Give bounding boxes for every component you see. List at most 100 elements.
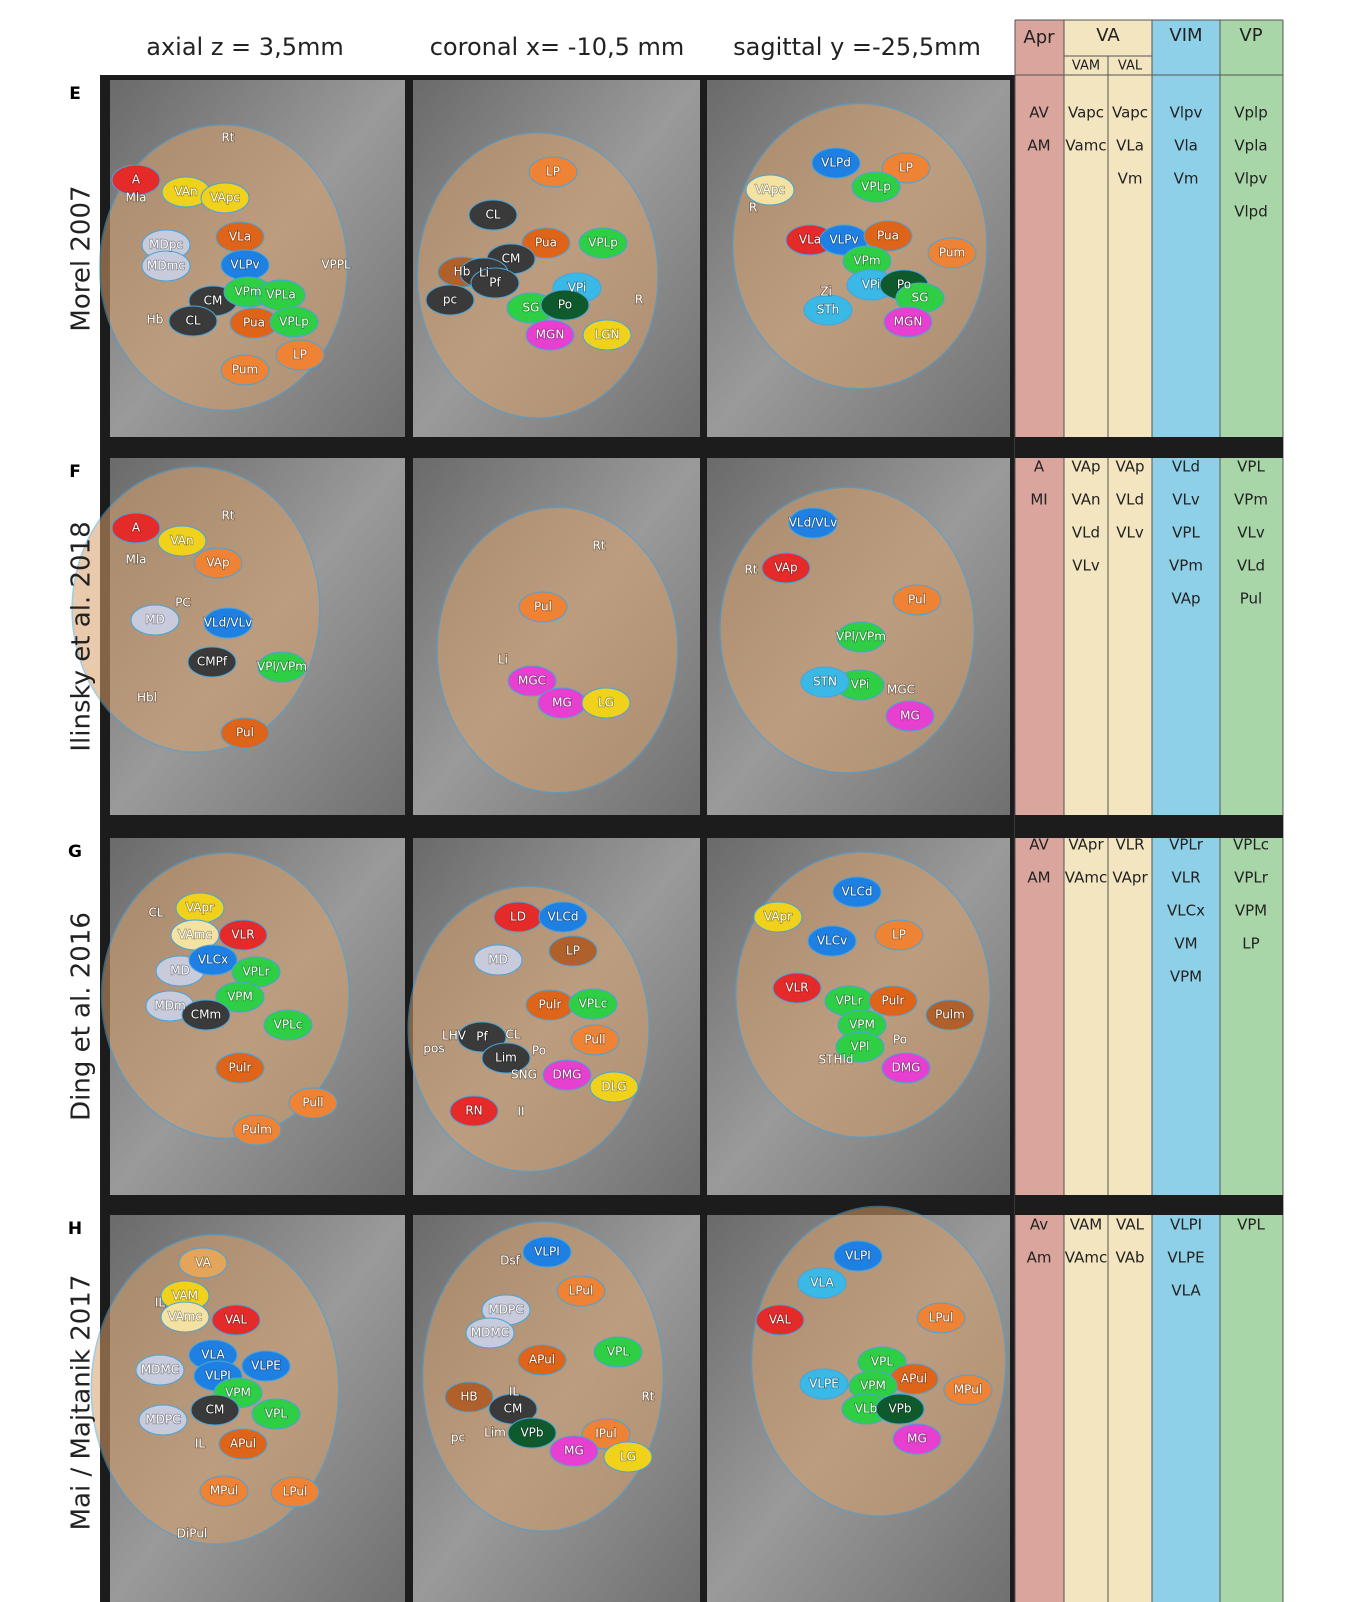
- table-subheader: VAL: [1118, 59, 1143, 74]
- table-entry: VLPE: [1167, 1249, 1204, 1267]
- nucleus-label: VPLp: [279, 315, 309, 329]
- row-title: Morel 2007: [67, 185, 97, 331]
- vp-column: [1220, 20, 1283, 1602]
- table-entry: VPm: [1234, 491, 1268, 509]
- table-entry: VAL: [1116, 1216, 1145, 1234]
- table-entry: VPL: [1172, 524, 1200, 542]
- nucleus-label: VPPL: [321, 258, 351, 272]
- nucleus-label: CL: [185, 314, 200, 328]
- nucleus-label: MGC: [887, 683, 915, 697]
- nucleus-label: Pua: [535, 236, 557, 250]
- nucleus-label: Pua: [243, 316, 265, 330]
- nucleus-label: VPL: [265, 1407, 287, 1421]
- nucleus-label: Pul: [908, 593, 926, 607]
- nucleus-label: MDmc: [147, 259, 185, 273]
- nucleus-label: VPi: [568, 281, 587, 295]
- nucleus-label: VPLr: [835, 994, 862, 1008]
- table-entry: VLv: [1116, 524, 1144, 542]
- nucleus-label: Pulr: [229, 1061, 252, 1075]
- nucleus-label: CMm: [191, 1008, 221, 1022]
- nucleus-label: VPl/VPm: [257, 660, 307, 674]
- nucleus-label: LG: [620, 1450, 636, 1464]
- nucleus-label: R: [749, 201, 757, 215]
- table-entry: LP: [1242, 935, 1259, 953]
- table-entry: VApr: [1112, 869, 1148, 887]
- table-entry: Vm: [1118, 170, 1143, 188]
- nucleus-label: Hb: [454, 265, 471, 279]
- nucleus-label: VPi: [851, 678, 870, 692]
- thalamus-outline: [422, 1222, 663, 1532]
- nucleus-label: LGN: [595, 328, 620, 342]
- nucleus-label: VLPI: [205, 1369, 231, 1383]
- nucleus-label: VPm: [234, 285, 261, 299]
- table-entry: VPLc: [1233, 836, 1269, 854]
- nucleus-label: VPLc: [579, 997, 608, 1011]
- nucleus-label: MDMC: [141, 1363, 179, 1377]
- nucleus-label: VPM: [227, 990, 253, 1004]
- nucleus-label: VAp: [206, 556, 229, 570]
- nucleus-label: Hbl: [137, 691, 157, 705]
- nucleus-label: VLPE: [251, 1359, 281, 1373]
- nucleus-label: APul: [230, 1437, 256, 1451]
- table-entry: VLd: [1172, 458, 1200, 476]
- row-title: Ilinsky et al. 2018: [67, 521, 97, 751]
- table-entry: AM: [1027, 137, 1050, 155]
- nucleus-label: VPLp: [588, 236, 618, 250]
- table-entry: Vapc: [1112, 104, 1148, 122]
- nucleus-label: IL: [509, 1385, 520, 1399]
- nucleus-label: LP: [293, 348, 307, 362]
- table-entry: VAmc: [1065, 1249, 1107, 1267]
- nucleus-label: Pul: [236, 726, 254, 740]
- nucleus-label: VAn: [174, 185, 197, 199]
- nucleus-label: VPi: [862, 278, 881, 292]
- nucleus-label: Pulr: [882, 994, 905, 1008]
- nucleus-label: VPM: [860, 1379, 886, 1393]
- nucleus-label: LG: [598, 696, 614, 710]
- nucleus-label: VLCv: [817, 934, 847, 948]
- nucleus-label: VApc: [755, 183, 785, 197]
- nucleus-label: VLPd: [821, 156, 851, 170]
- nucleus-label: Lim: [495, 1051, 517, 1065]
- nucleus-label: VLR: [231, 928, 254, 942]
- nucleus-label: MDpc: [149, 238, 183, 252]
- nucleus-label: VPL: [871, 1355, 893, 1369]
- nucleus-label: Rt: [744, 563, 757, 577]
- nucleus-label: VLPE: [809, 1377, 839, 1391]
- nucleus-label: LPul: [929, 1311, 954, 1325]
- nucleus-label: VAL: [769, 1313, 792, 1327]
- nucleus-label: LP: [566, 944, 580, 958]
- table-entry: VLPI: [1170, 1216, 1202, 1234]
- nucleus-label: Pul: [534, 600, 552, 614]
- table-entry: VLv: [1172, 491, 1200, 509]
- nucleus-label: Po: [897, 278, 911, 292]
- table-entry: VPL: [1237, 1216, 1265, 1234]
- table-entry: VPM: [1235, 902, 1267, 920]
- column-header: axial z = 3,5mm: [146, 33, 343, 61]
- nucleus-label: CM: [504, 1402, 523, 1416]
- table-entry: Vpla: [1234, 137, 1267, 155]
- nucleus-label: VAn: [170, 534, 193, 548]
- row-letter: G: [68, 842, 82, 862]
- nucleus-label: CL: [485, 208, 500, 222]
- nucleus-label: CM: [206, 1403, 225, 1417]
- nucleus-label: LD: [510, 910, 526, 924]
- table-header: VP: [1239, 25, 1262, 46]
- nucleus-label: R: [635, 293, 643, 307]
- apr-column: [1015, 20, 1064, 1602]
- figure: RtAVAnMlaVApcVLaMDpcMDmcVLPvVPPLCMVPmVPL…: [0, 0, 1357, 1602]
- nucleus-label: VLPI: [845, 1249, 871, 1263]
- nucleus-label: DiPul: [177, 1527, 208, 1541]
- nucleus-label: VPLr: [242, 965, 269, 979]
- nucleus-label: VLd/VLv: [789, 516, 838, 530]
- nucleus-label: Pull: [302, 1096, 323, 1110]
- nucleus-label: VLd/VLv: [204, 616, 253, 630]
- nucleus-label: VPLc: [274, 1018, 303, 1032]
- nucleus-label: IPul: [595, 1427, 617, 1441]
- nucleus-label: APul: [901, 1372, 927, 1386]
- table-entry: VLR: [1115, 836, 1144, 854]
- table-entry: VAp: [1071, 458, 1100, 476]
- nucleus-label: DMG: [553, 1068, 582, 1082]
- nucleus-label: VPLa: [266, 288, 295, 302]
- table-subheader: VAM: [1072, 59, 1100, 74]
- nucleus-label: pos: [423, 1042, 444, 1056]
